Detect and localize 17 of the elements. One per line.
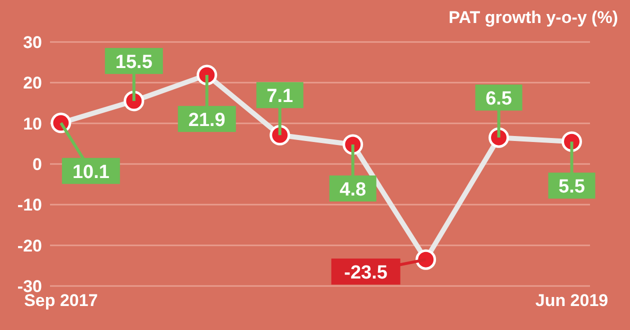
y-tick-label: 30 — [23, 33, 42, 52]
y-tick-label: 20 — [23, 74, 42, 93]
y-tick-label: -10 — [17, 196, 42, 215]
data-label: -23.5 — [344, 262, 388, 284]
data-label: 7.1 — [266, 86, 294, 108]
y-tick-label: -20 — [17, 236, 42, 256]
data-label: 10.1 — [72, 162, 110, 183]
data-label: 4.8 — [340, 179, 366, 200]
data-label: 15.5 — [115, 52, 153, 73]
data-label: 5.5 — [558, 176, 586, 198]
x-tick-label: Jun 2019 — [535, 291, 608, 310]
chart-title: PAT growth y-o-y (%) — [448, 8, 618, 28]
y-tick-label: 10 — [23, 114, 42, 134]
x-tick-label: Sep 2017 — [24, 291, 98, 310]
data-label: 6.5 — [486, 88, 512, 110]
data-label: 21.9 — [188, 110, 226, 131]
y-tick-label: 0 — [32, 155, 42, 174]
